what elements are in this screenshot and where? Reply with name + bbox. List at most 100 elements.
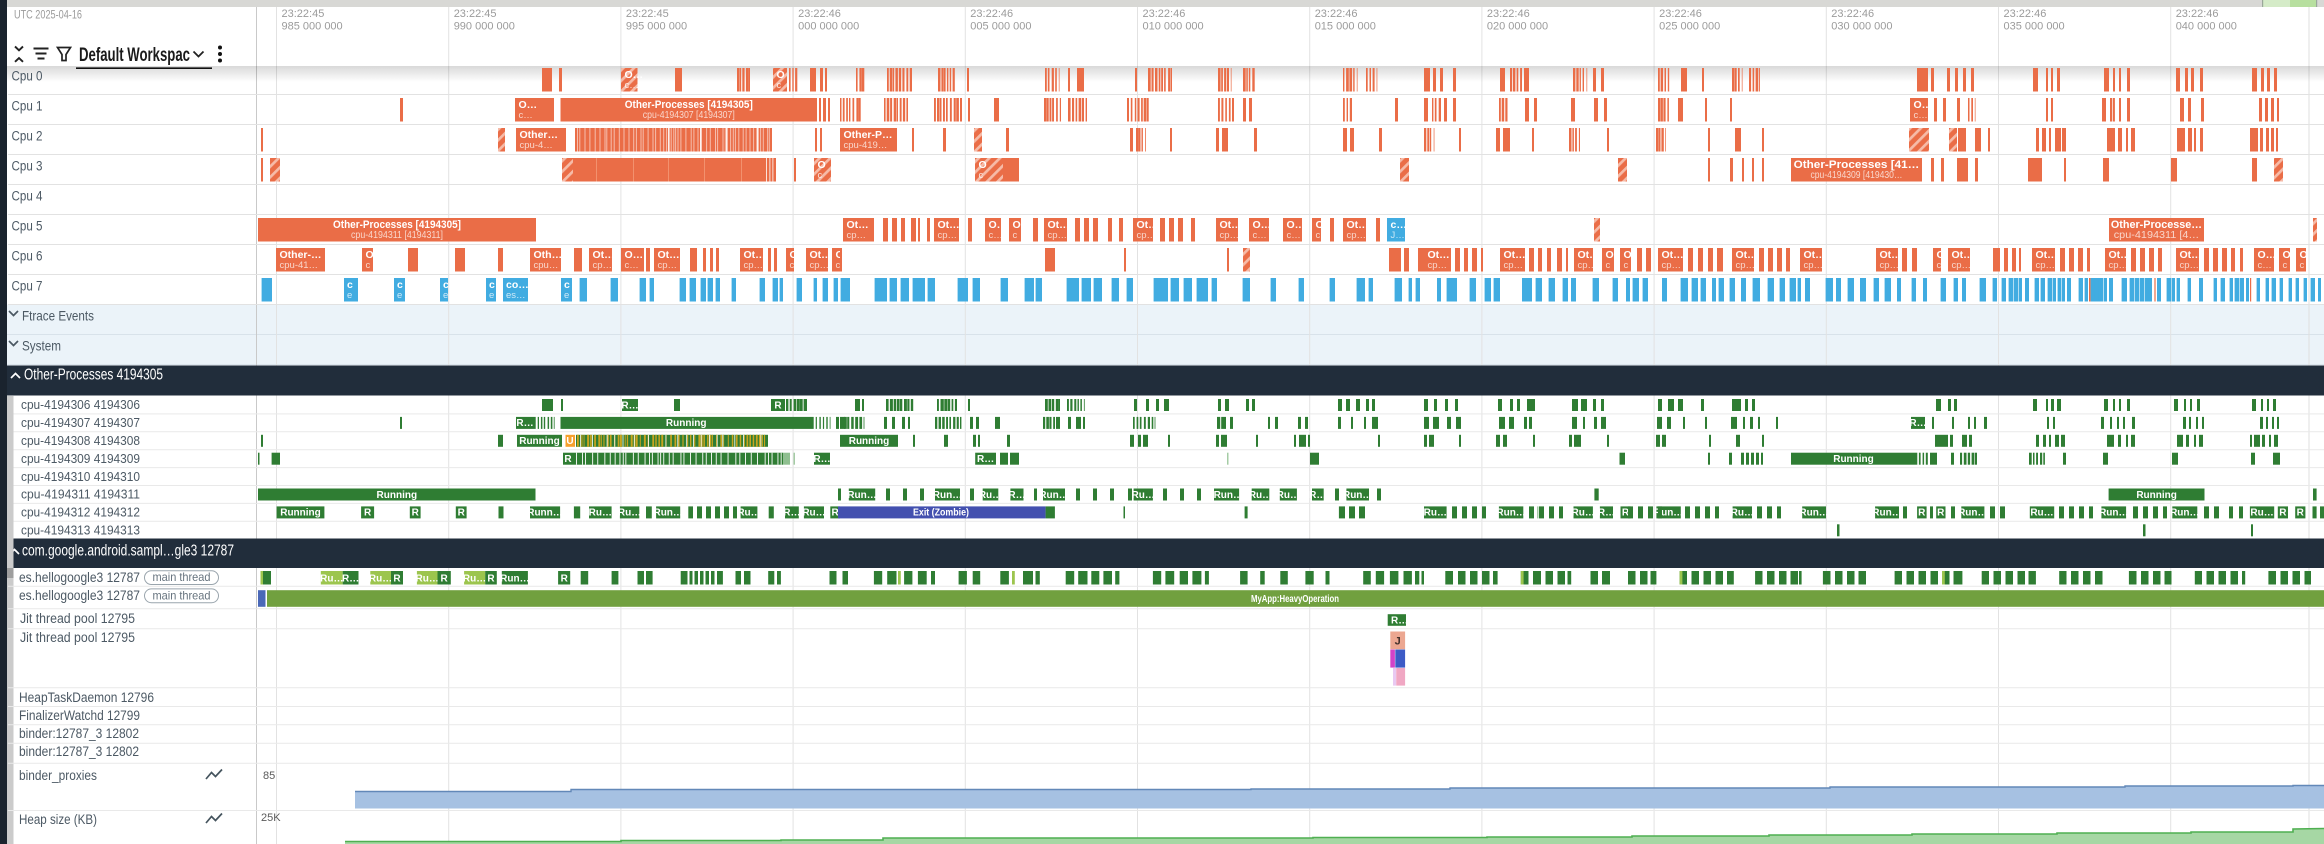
svg-text:R…: R…	[1909, 418, 1926, 429]
svg-text:O: O	[1316, 219, 1324, 231]
svg-text:O: O	[979, 159, 987, 171]
svg-text:R: R	[1937, 508, 1945, 519]
svg-text:R: R	[2297, 508, 2305, 519]
svg-text:Cpu 7: Cpu 7	[12, 279, 43, 294]
svg-text:Other-…: Other-…	[280, 249, 322, 261]
svg-text:cpu-4194312 4194312: cpu-4194312 4194312	[21, 505, 140, 520]
svg-text:Other-P…: Other-P…	[844, 129, 893, 141]
svg-text:Oth…: Oth…	[534, 249, 563, 261]
svg-text:c: c	[397, 279, 403, 291]
svg-text:23:22:46: 23:22:46	[1143, 8, 1186, 20]
svg-text:Ot…: Ot…	[1428, 249, 1450, 261]
svg-text:O…: O…	[625, 69, 644, 81]
svg-text:Ot…: Ot…	[1347, 219, 1369, 231]
svg-text:Ru…: Ru…	[1249, 490, 1272, 501]
svg-text:Ru…: Ru…	[1277, 490, 1300, 501]
svg-text:Ru…: Ru…	[416, 573, 439, 584]
svg-text:Cpu 1: Cpu 1	[12, 99, 43, 114]
svg-text:O…: O…	[989, 219, 1008, 231]
svg-text:R…: R…	[1309, 490, 1326, 501]
svg-text:25K: 25K	[261, 812, 281, 824]
svg-text:Running: Running	[849, 436, 890, 447]
svg-text:035 000 000: 035 000 000	[2004, 21, 2065, 33]
svg-text:c…: c…	[1253, 230, 1267, 241]
svg-text:cp…: cp…	[1137, 230, 1157, 241]
svg-text:c: c	[1013, 230, 1018, 241]
svg-text:Other-Processes [4194305]: Other-Processes [4194305]	[333, 219, 461, 231]
svg-text:Ot…: Ot…	[593, 249, 615, 261]
svg-text:R: R	[564, 454, 572, 465]
svg-text:R…: R…	[977, 454, 994, 465]
svg-text:Cpu 4: Cpu 4	[12, 189, 43, 204]
svg-text:Ot…: Ot…	[810, 249, 832, 261]
svg-text:O: O	[1624, 249, 1632, 261]
svg-text:Run…: Run…	[1214, 490, 1243, 501]
svg-text:c: c	[366, 260, 371, 271]
svg-text:Jit thread pool 12795: Jit thread pool 12795	[20, 630, 135, 645]
svg-text:Ot…: Ot…	[2109, 249, 2131, 261]
svg-text:Ru…: Ru…	[463, 573, 486, 584]
svg-text:cpu-4194309 4194309: cpu-4194309 4194309	[21, 451, 140, 466]
svg-text:R…: R…	[516, 418, 533, 429]
svg-text:binder:12787_3 12802: binder:12787_3 12802	[19, 726, 139, 741]
svg-text:000 000 000: 000 000 000	[798, 21, 859, 33]
svg-text:cp…: cp…	[810, 260, 830, 271]
svg-text:cpu-4194309 [419430…: cpu-4194309 [419430…	[1811, 170, 1903, 181]
svg-text:015 000 000: 015 000 000	[1315, 21, 1376, 33]
svg-text:R: R	[364, 508, 372, 519]
svg-text:J…: J…	[1391, 230, 1405, 241]
svg-text:cpu-4194311 [4…: cpu-4194311 [4…	[2114, 230, 2200, 241]
svg-text:R: R	[2279, 508, 2287, 519]
svg-text:Run…: Run…	[933, 490, 962, 501]
svg-text:cpu-4194307 [4194307]: cpu-4194307 [4194307]	[643, 110, 735, 121]
svg-text:com.google.android.sampl…gle3: com.google.android.sampl…gle3 12787	[22, 543, 234, 560]
svg-text:cp…: cp…	[1804, 260, 1824, 271]
svg-text:Running: Running	[377, 490, 418, 501]
svg-text:cp…: cp…	[1220, 230, 1240, 241]
svg-text:cp…: cp…	[1428, 260, 1448, 271]
svg-text:cp…: cp…	[2109, 260, 2129, 271]
svg-text:O: O	[366, 249, 374, 261]
svg-text:c: c	[790, 260, 795, 271]
svg-text:main thread: main thread	[153, 588, 211, 602]
svg-text:c: c	[2283, 260, 2288, 271]
svg-text:cpu-41…: cpu-41…	[280, 260, 319, 271]
svg-text:R: R	[774, 400, 782, 411]
svg-text:R: R	[458, 508, 466, 519]
svg-text:040 000 000: 040 000 000	[2176, 21, 2237, 33]
svg-text:c: c	[2300, 260, 2305, 271]
svg-text:c: c	[836, 260, 841, 271]
svg-text:Ot…: Ot…	[938, 219, 960, 231]
svg-text:23:22:46: 23:22:46	[1315, 8, 1358, 20]
svg-text:Run…: Run…	[500, 573, 529, 584]
svg-text:020 000 000: 020 000 000	[1487, 21, 1548, 33]
svg-text:Run…: Run…	[1343, 490, 1372, 501]
svg-text:R: R	[440, 573, 448, 584]
svg-text:c: c	[979, 170, 984, 181]
svg-text:cp…: cp…	[847, 230, 867, 241]
svg-text:cp…: cp…	[1347, 230, 1367, 241]
svg-text:e: e	[443, 290, 448, 301]
svg-text:Ot…: Ot…	[1220, 219, 1242, 231]
svg-text:U: U	[566, 436, 573, 447]
svg-text:O…: O…	[1914, 99, 1933, 111]
svg-text:990 000 000: 990 000 000	[454, 21, 515, 33]
svg-text:MyApp:HeavyOperation: MyApp:HeavyOperation	[1251, 593, 1339, 605]
svg-text:c…: c…	[1914, 110, 1928, 121]
svg-text:Run…: Run…	[1654, 508, 1683, 519]
svg-text:Ru…: Ru…	[369, 573, 392, 584]
svg-text:Running: Running	[519, 436, 560, 447]
svg-text:cpu-4194306 4194306: cpu-4194306 4194306	[21, 397, 140, 412]
svg-text:Other-Processes [4194305]: Other-Processes [4194305]	[625, 99, 753, 111]
svg-text:Cpu 3: Cpu 3	[12, 159, 43, 174]
svg-text:Ot…: Ot…	[1137, 219, 1159, 231]
svg-text:c: c	[1937, 260, 1942, 271]
svg-text:HeapTaskDaemon 12796: HeapTaskDaemon 12796	[19, 690, 154, 705]
svg-text:Ot…: Ot…	[1048, 219, 1070, 231]
svg-text:Ru…: Ru…	[737, 508, 760, 519]
svg-text:c: c	[347, 279, 353, 291]
svg-text:Run…: Run…	[847, 490, 876, 501]
svg-text:c…: c…	[625, 80, 639, 91]
svg-text:R: R	[561, 573, 569, 584]
svg-text:Ot…: Ot…	[847, 219, 869, 231]
